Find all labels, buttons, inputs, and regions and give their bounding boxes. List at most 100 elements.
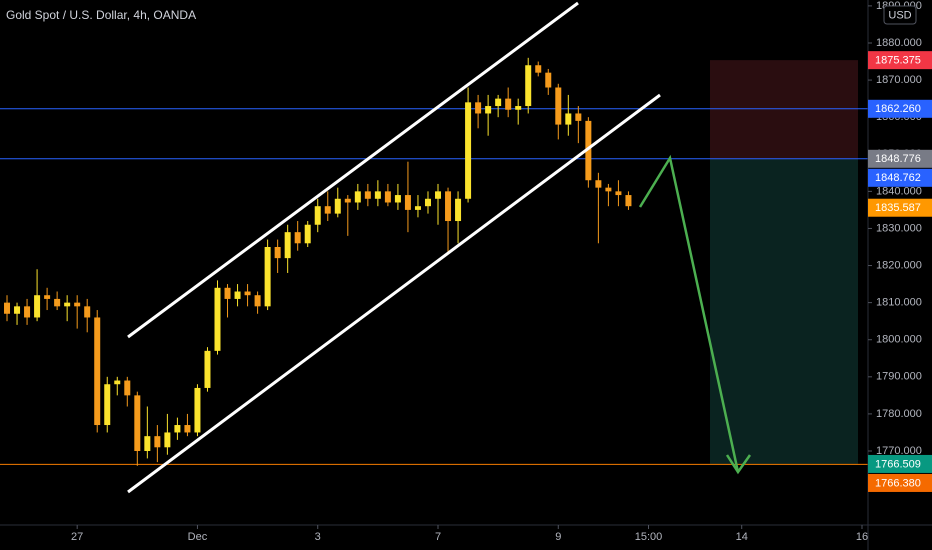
candle-body	[264, 246, 271, 307]
candle-body	[304, 224, 311, 244]
candle-body	[154, 436, 161, 448]
x-tick-label: 9	[555, 531, 561, 543]
price-label-box	[868, 198, 932, 217]
candle-body	[555, 87, 562, 125]
x-tick-label: 27	[71, 531, 83, 543]
candle-body	[595, 180, 602, 188]
candle-body	[224, 287, 231, 299]
candle-body	[535, 65, 542, 73]
price-label-box	[868, 149, 932, 168]
arrow-head	[725, 454, 752, 475]
price-label-box	[868, 51, 932, 70]
price-label: 1848.776	[875, 153, 921, 165]
position-layer	[0, 60, 868, 465]
candle-body	[625, 195, 632, 207]
x-tick-label: Dec	[188, 531, 208, 543]
candle-body	[64, 302, 71, 307]
candle-body	[475, 102, 482, 114]
candle-body	[525, 65, 532, 107]
candle-body	[424, 198, 431, 207]
candle-body	[394, 195, 401, 203]
currency-badge[interactable]	[883, 5, 917, 25]
candle-body	[34, 295, 41, 318]
candle-body	[274, 246, 281, 259]
y-tick-label: 1870.000	[876, 74, 922, 86]
x-tick-label: 15:00	[635, 531, 663, 543]
candle-body	[234, 291, 241, 299]
candle-body	[605, 187, 612, 192]
chart-title: Gold Spot / U.S. Dollar, 4h, OANDA	[6, 8, 196, 22]
price-label: 1848.762	[875, 172, 921, 184]
candle-body	[374, 191, 381, 199]
candle-body	[44, 295, 51, 299]
candle-body	[364, 191, 371, 199]
candle-body	[74, 302, 81, 307]
candle-body	[545, 72, 552, 88]
y-tick-label: 1820.000	[876, 259, 922, 271]
price-label: 1862.260	[875, 103, 921, 115]
y-tick-label: 1780.000	[876, 408, 922, 420]
x-tick-label: 14	[736, 531, 748, 543]
candle-body	[575, 113, 582, 121]
price-label-box	[868, 473, 932, 492]
price-label: 1766.380	[875, 477, 921, 489]
y-tick-label: 1840.000	[876, 185, 922, 197]
candle-body	[174, 425, 181, 433]
x-tick-label: 3	[315, 531, 321, 543]
x-tick-label: 7	[435, 531, 441, 543]
y-tick-label: 1770.000	[876, 445, 922, 457]
candle-body	[615, 191, 622, 196]
candle-body	[445, 191, 452, 222]
candle-body	[485, 106, 492, 114]
candle-body	[114, 380, 121, 385]
candle-body	[585, 120, 592, 181]
drawings	[127, 1, 752, 494]
plot-layer	[4, 57, 632, 466]
price-label: 1835.587	[875, 202, 921, 214]
target-zone	[710, 158, 858, 464]
candle-body	[294, 232, 301, 244]
candle-body	[344, 198, 351, 203]
candle-body	[194, 387, 201, 433]
candle-body	[354, 191, 361, 203]
candle-body	[404, 195, 411, 210]
channel-upper	[127, 1, 579, 339]
y-tick-label: 1810.000	[876, 297, 922, 309]
candle-body	[455, 198, 462, 222]
candle-body	[565, 113, 572, 125]
candle-body	[314, 206, 321, 225]
price-label-box	[868, 454, 932, 473]
currency-label: USD	[888, 9, 911, 21]
candle-body	[324, 206, 331, 214]
candle-body	[94, 317, 101, 426]
channel-lower	[127, 93, 661, 494]
candle-body	[465, 102, 472, 199]
candle-body	[244, 291, 251, 296]
candle-body	[14, 306, 21, 314]
candle-body	[84, 306, 91, 318]
candle-body	[254, 295, 261, 307]
price-label: 1766.509	[875, 458, 921, 470]
candle-body	[505, 98, 512, 110]
candle-body	[284, 232, 291, 259]
price-label: 1875.375	[875, 55, 921, 67]
candle-body	[435, 191, 442, 199]
candle-body	[24, 306, 31, 318]
stop-zone	[710, 60, 858, 159]
price-label-box	[868, 99, 932, 118]
candle-body	[184, 425, 191, 433]
candle-body	[384, 191, 391, 203]
y-tick-label: 1800.000	[876, 334, 922, 346]
candle-body	[214, 287, 221, 351]
candle-body	[104, 384, 111, 426]
axes: 1770.000 1780.000 1790.000 1800.000 1810.000…	[71, 0, 932, 543]
x-tick-label: 16	[856, 531, 868, 543]
price-label-box	[868, 168, 932, 187]
candle-body	[124, 380, 131, 396]
candle-body	[495, 98, 502, 107]
candle-body	[54, 298, 61, 307]
candle-body	[334, 198, 341, 214]
candle-body	[144, 436, 151, 452]
